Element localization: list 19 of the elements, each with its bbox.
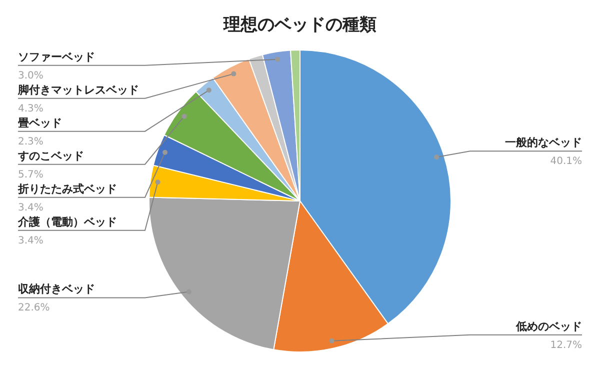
slice-label: 脚付きマットレスベッド [17,83,139,96]
data-label: 3.4% [18,235,44,246]
slice-label: 一般的なベッド [505,136,582,150]
slice-label: 低めのベッド [515,320,582,333]
slice-label: 折りたたみ式ベッド [17,182,117,196]
slice-label: 介護（電動）ベッド [17,215,117,228]
slice-label: ソファーベッド [18,50,95,64]
data-label: 12.7% [550,340,582,351]
chart-title: 理想のベッドの種類 [222,15,376,35]
data-label: 3.0% [18,70,44,82]
slice-label: 畳ベッド [18,116,62,130]
data-label: 40.1% [550,156,582,168]
data-label: 22.6% [18,302,50,314]
data-label: 5.7% [18,169,44,180]
slice-label: 収納付きベッド [18,282,95,296]
data-label: 2.3% [18,136,44,148]
slice-label: すのこベッド [17,149,84,162]
data-label: 4.3% [18,103,44,114]
data-label: 3.4% [18,202,44,214]
